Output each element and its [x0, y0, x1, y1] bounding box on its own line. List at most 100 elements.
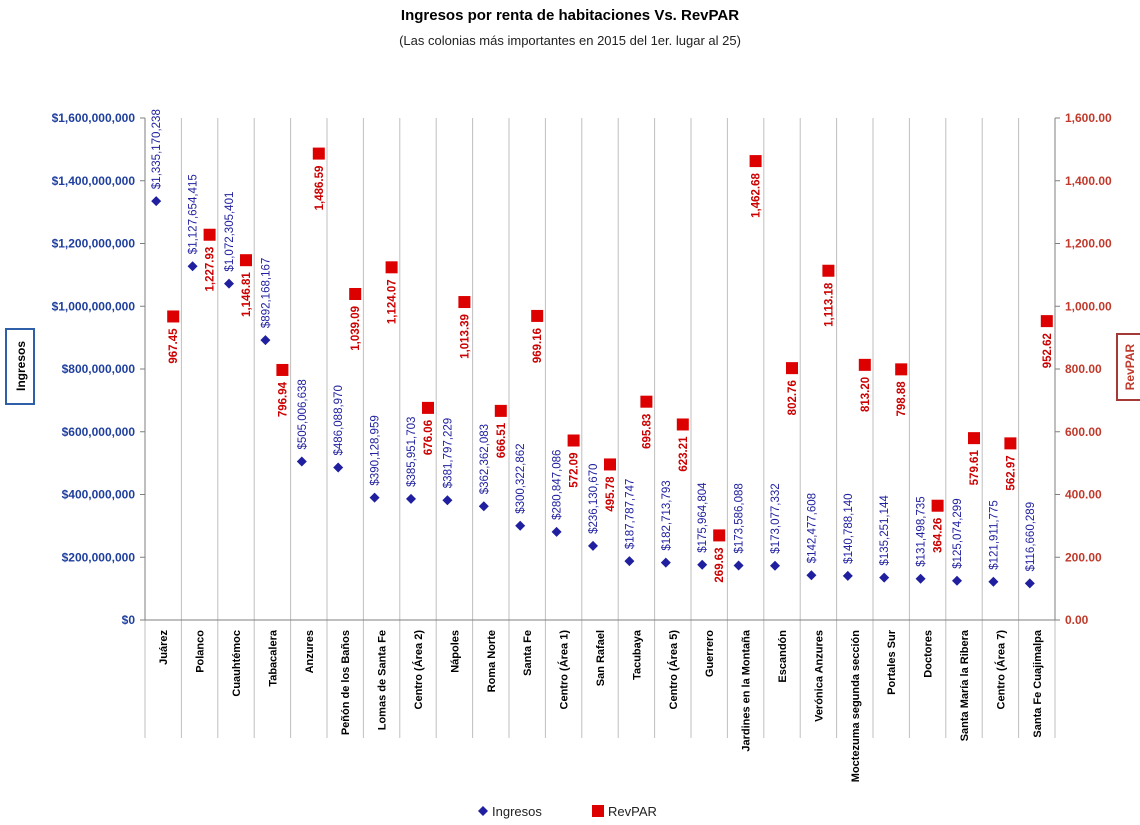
legend-ingresos-label: Ingresos: [492, 804, 542, 819]
ingresos-point: [296, 456, 307, 467]
ingresos-point: [224, 278, 234, 289]
ingresos-data-label: $1,335,170,238: [151, 109, 163, 189]
ingresos-point: [1024, 578, 1035, 589]
revpar-data-label: 1,039.09: [350, 306, 362, 351]
ingresos-data-label: $182,713,793: [661, 480, 673, 550]
revpar-point: [895, 363, 908, 376]
revpar-data-label: 1,227.93: [205, 247, 217, 292]
y-tick-left-label: $1,000,000,000: [52, 299, 136, 313]
revpar-point: [531, 309, 544, 322]
x-tick-label: Centro (Área 5): [667, 630, 680, 710]
x-tick-label: Santa Fe: [522, 630, 534, 676]
y-tick-right-label: 1,200.00: [1065, 237, 1112, 251]
x-tick-label: Tabacalera: [267, 629, 279, 687]
ingresos-data-label: $142,477,608: [806, 493, 818, 563]
ingresos-point: [806, 570, 817, 581]
ingresos-point: [151, 196, 162, 207]
revpar-point: [385, 261, 398, 274]
ingresos-data-label: $505,006,638: [297, 379, 309, 449]
x-tick-label: Moctezuma segunda sección: [850, 630, 862, 782]
revpar-data-label: 695.83: [641, 414, 653, 449]
ingresos-data-label: $381,797,229: [442, 418, 454, 488]
ingresos-point: [842, 570, 853, 581]
ingresos-data-label: $385,951,703: [406, 417, 418, 487]
revpar-point: [276, 363, 289, 376]
x-tick-label: San Rafael: [595, 630, 607, 686]
y-tick-left-label: $1,600,000,000: [52, 111, 136, 125]
x-tick-label: Lomas de Santa Fe: [377, 630, 389, 730]
x-tick-label: Verónica Anzures: [813, 630, 825, 722]
revpar-data-label: 1,113.18: [823, 282, 835, 327]
x-tick-label: Nápoles: [449, 630, 461, 673]
ingresos-data-label: $125,074,299: [952, 498, 964, 568]
revpar-data-label: 967.45: [168, 328, 180, 364]
ingresos-data-label: $390,128,959: [370, 415, 382, 485]
revpar-point: [676, 418, 689, 431]
revpar-point: [749, 155, 762, 168]
x-tick-label: Peñón de los Baños: [340, 630, 352, 735]
revpar-point: [240, 254, 252, 267]
revpar-data-label: 813.20: [860, 377, 872, 412]
y-tick-left-label: $400,000,000: [62, 488, 136, 502]
y-axis-left-label: Ingresos: [14, 341, 28, 391]
revpar-data-label: 798.88: [896, 381, 908, 417]
x-tick-label: Jardines en la Montaña: [741, 629, 753, 752]
ingresos-point: [733, 560, 744, 571]
y-tick-left-label: $800,000,000: [62, 362, 136, 376]
chart-title: Ingresos por renta de habitaciones Vs. R…: [401, 7, 739, 24]
revpar-data-label: 1,124.07: [387, 279, 399, 324]
y-axis-left-title: Ingresos: [5, 328, 35, 405]
y-tick-right-label: 1,400.00: [1065, 174, 1112, 188]
x-tick-label: Roma Norte: [486, 630, 498, 692]
revpar-point: [640, 395, 653, 408]
revpar-point: [858, 358, 871, 371]
revpar-data-label: 676.06: [423, 420, 435, 455]
revpar-data-label: 495.78: [605, 476, 617, 512]
ingresos-point: [551, 526, 562, 537]
ingresos-data-label: $300,322,862: [515, 443, 527, 513]
y-tick-left-label: $600,000,000: [62, 425, 136, 439]
ingresos-point: [988, 576, 999, 587]
series-ingresos: [151, 196, 1035, 589]
y-axis-left-ticks: $0 $200,000,000 $400,000,000 $600,000,000 $8…: [52, 111, 136, 627]
x-tick-label: Doctores: [923, 630, 935, 678]
x-tick-label: Centro (Área 7): [994, 630, 1007, 710]
revpar-data-label: 952.62: [1042, 333, 1054, 368]
y-axis-right-label: RevPAR: [1123, 343, 1137, 390]
ingresos-point: [260, 335, 271, 346]
revpar-point: [494, 404, 507, 417]
y-tick-left-label: $0: [122, 613, 136, 627]
x-tick-label: Tacubaya: [631, 629, 643, 680]
revpar-point: [349, 287, 362, 300]
x-tick-label: Polanco: [195, 630, 207, 673]
legend-revpar-marker: [592, 805, 604, 817]
x-axis-ticks: Juárez Polanco Cuauhtémoc Tabacalera Anzures…: [158, 629, 1044, 782]
revpar-data-label: 579.61: [969, 450, 981, 486]
labels-ingresos: $1,335,170,238 $1,127,654,415 $1,072,305,4…: [151, 109, 1037, 571]
ingresos-point: [406, 493, 416, 504]
grid-lines: [144, 118, 1056, 738]
x-tick-label: Guerrero: [704, 630, 716, 677]
ingresos-data-label: $187,787,747: [624, 479, 636, 549]
ingresos-point: [369, 492, 380, 503]
revpar-point: [713, 529, 726, 542]
revpar-data-label: 1,146.81: [241, 272, 253, 317]
revpar-data-label: 562.97: [1005, 455, 1017, 490]
ingresos-point: [478, 501, 489, 512]
ingresos-point: [187, 261, 198, 272]
series-revpar: [167, 147, 1053, 542]
y-tick-right-label: 200.00: [1065, 550, 1102, 564]
legend: Ingresos RevPAR: [478, 804, 657, 819]
y-tick-right-label: 400.00: [1065, 488, 1102, 502]
revpar-point: [822, 264, 835, 277]
revpar-point: [786, 362, 798, 375]
x-tick-label: Centro (Área 1): [558, 630, 571, 710]
ingresos-point: [660, 557, 671, 568]
ingresos-data-label: $1,127,654,415: [188, 174, 200, 254]
revpar-point: [931, 499, 944, 512]
x-tick-label: Santa Fe Cuajimalpa: [1032, 629, 1044, 737]
ingresos-point: [879, 572, 890, 583]
y-tick-left-label: $1,400,000,000: [52, 174, 136, 188]
ingresos-data-label: $280,847,086: [552, 450, 564, 520]
